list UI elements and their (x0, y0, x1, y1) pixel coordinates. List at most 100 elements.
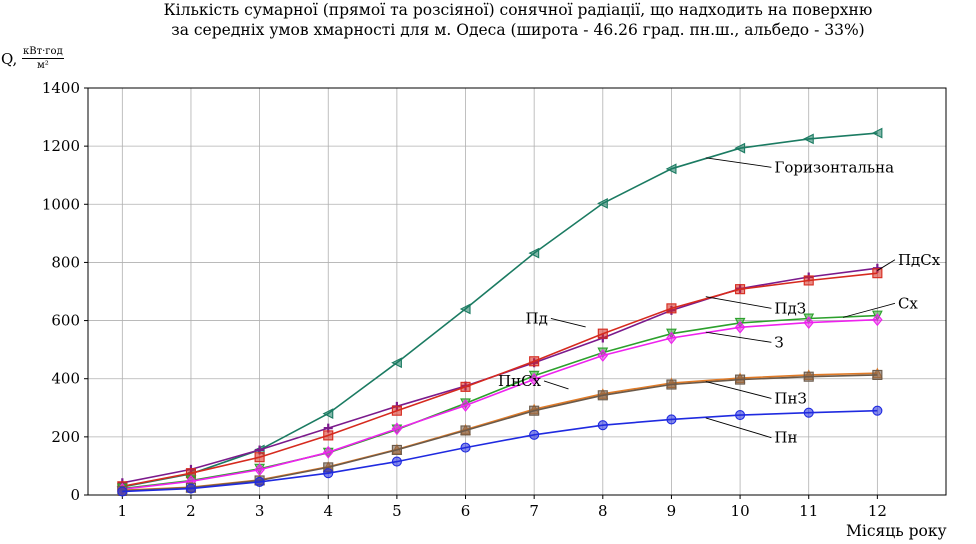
x-tick-label: 3 (255, 502, 265, 520)
leader-line (550, 318, 586, 328)
data-point (666, 331, 677, 345)
series-label: ПдСх (898, 251, 941, 269)
y-tick-label: 1000 (42, 195, 80, 213)
chart-title: Кількість сумарної (прямої та розсіяної)… (163, 1, 873, 19)
series-line (122, 374, 878, 492)
data-point (460, 399, 471, 412)
data-point (597, 349, 609, 362)
data-point (391, 456, 402, 467)
data-point (802, 133, 814, 145)
data-point (803, 371, 814, 382)
data-point (460, 425, 471, 436)
series-line (122, 132, 878, 488)
x-tick-label: 10 (731, 502, 750, 520)
y-tick-label: 0 (70, 486, 80, 504)
x-tick-label: 9 (667, 502, 677, 520)
y-tick-label: 1200 (42, 137, 80, 155)
data-point (528, 247, 540, 259)
data-point (597, 328, 608, 339)
series-label: Пд (526, 309, 548, 327)
data-point (872, 405, 883, 416)
series-label: Сх (898, 294, 918, 312)
data-point (529, 429, 540, 440)
data-point (803, 407, 814, 418)
leader-line (705, 157, 772, 168)
x-tick-label: 2 (186, 502, 196, 520)
y-tick-label: 600 (51, 312, 80, 330)
y-tick-label: 1400 (42, 79, 80, 97)
grid (88, 87, 946, 496)
data-point (323, 430, 334, 441)
y-unit-numerator: кВт·год (22, 46, 64, 59)
x-tick-label: 12 (868, 502, 887, 520)
data-point (323, 468, 334, 479)
data-point (529, 405, 540, 416)
y-unit-denominator: м² (36, 60, 49, 71)
x-axis-label: Місяць року (846, 522, 947, 540)
data-point (666, 414, 677, 425)
y-tick-label: 200 (51, 428, 80, 446)
data-point (735, 410, 746, 421)
y-tick-label: 800 (51, 253, 80, 271)
series-label: Пн (774, 429, 797, 447)
series-line (122, 318, 878, 490)
series-label: З (774, 333, 783, 351)
y-axis-unit: кВт·год м² (22, 46, 64, 71)
data-point (460, 442, 471, 453)
leader-line (705, 331, 772, 343)
series-line-group (117, 268, 883, 492)
y-tick-label: 400 (51, 370, 80, 388)
leader-line (543, 380, 569, 390)
leader-line (877, 259, 896, 271)
data-point (391, 405, 402, 416)
data-point (254, 476, 265, 487)
data-point (734, 320, 746, 334)
x-tick-label: 4 (323, 502, 333, 520)
data-point (803, 316, 814, 329)
series-line (122, 272, 878, 488)
data-point (735, 284, 746, 295)
data-point (872, 268, 883, 279)
chart-subtitle: за середніх умов хмарності для м. Одеса … (171, 21, 865, 39)
data-point (391, 444, 402, 455)
x-tick-label: 6 (461, 502, 471, 520)
series-line (122, 409, 878, 493)
y-axis-label: Q, (1, 50, 18, 68)
x-tick-label: 1 (118, 502, 128, 520)
x-tick-label: 8 (598, 502, 608, 520)
data-point (597, 390, 608, 401)
x-tick-label: 11 (799, 502, 818, 520)
data-point (391, 422, 403, 436)
data-point (666, 379, 677, 390)
data-point (803, 275, 814, 286)
leader-line (705, 296, 772, 309)
leader-line (705, 417, 772, 439)
leader-line (705, 381, 772, 399)
data-point (391, 357, 402, 369)
data-point (735, 374, 746, 385)
data-point (323, 445, 334, 459)
data-point (185, 483, 197, 494)
data-point (322, 408, 334, 419)
series-label: ПдЗ (774, 299, 806, 317)
series-label: ПнЗ (774, 389, 806, 407)
data-point (597, 198, 608, 209)
data-point (734, 142, 746, 154)
data-point (460, 381, 471, 392)
data-point (872, 313, 883, 327)
data-point (871, 127, 883, 139)
x-tick-label: 7 (529, 502, 539, 520)
data-point (872, 369, 883, 380)
data-point (597, 420, 608, 431)
series-line-group (117, 405, 883, 497)
series-line-group (116, 310, 883, 495)
data-point (529, 356, 540, 367)
data-point (666, 303, 677, 314)
data-point (665, 163, 677, 175)
series-line (122, 314, 878, 490)
data-point (528, 372, 540, 386)
x-tick-label: 5 (392, 502, 402, 520)
leader-line (842, 302, 896, 318)
